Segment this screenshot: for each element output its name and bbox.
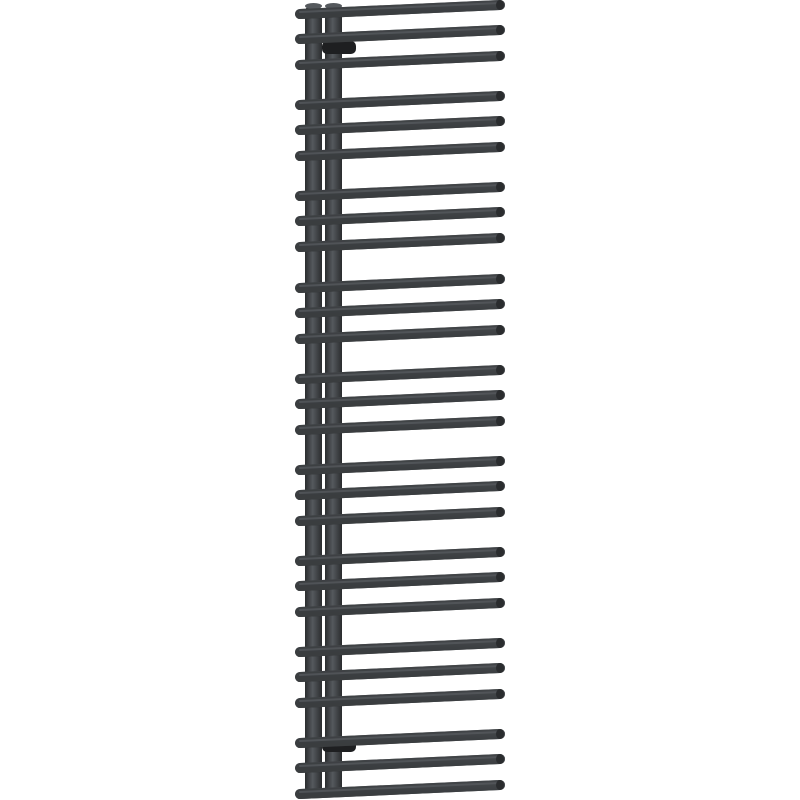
towel-bar [295,390,505,409]
towel-bar [295,598,505,617]
towel-bar [295,299,505,318]
towel-bar [295,274,505,293]
towel-bar [295,456,505,475]
towel-bar [295,754,505,773]
valve [322,41,356,54]
towel-bar [295,507,505,526]
towel-bar [295,25,505,44]
towel-bar [295,481,505,500]
towel-bar [295,116,505,135]
towel-bar [295,142,505,161]
towel-bar [295,638,505,657]
towel-bar [295,91,505,110]
towel-bar [295,547,505,566]
towel-bar [295,182,505,201]
towel-bar [295,51,505,70]
towel-bar [295,729,505,748]
towel-bar [295,780,505,799]
towel-bar [295,325,505,344]
towel-bar [295,663,505,682]
towel-bar [295,233,505,252]
post-cap [305,3,322,9]
towel-bar [295,416,505,435]
towel-bar [295,207,505,226]
towel-bar [295,572,505,591]
towel-bar [295,689,505,708]
towel-bar [295,0,505,19]
towel-bar [295,365,505,384]
